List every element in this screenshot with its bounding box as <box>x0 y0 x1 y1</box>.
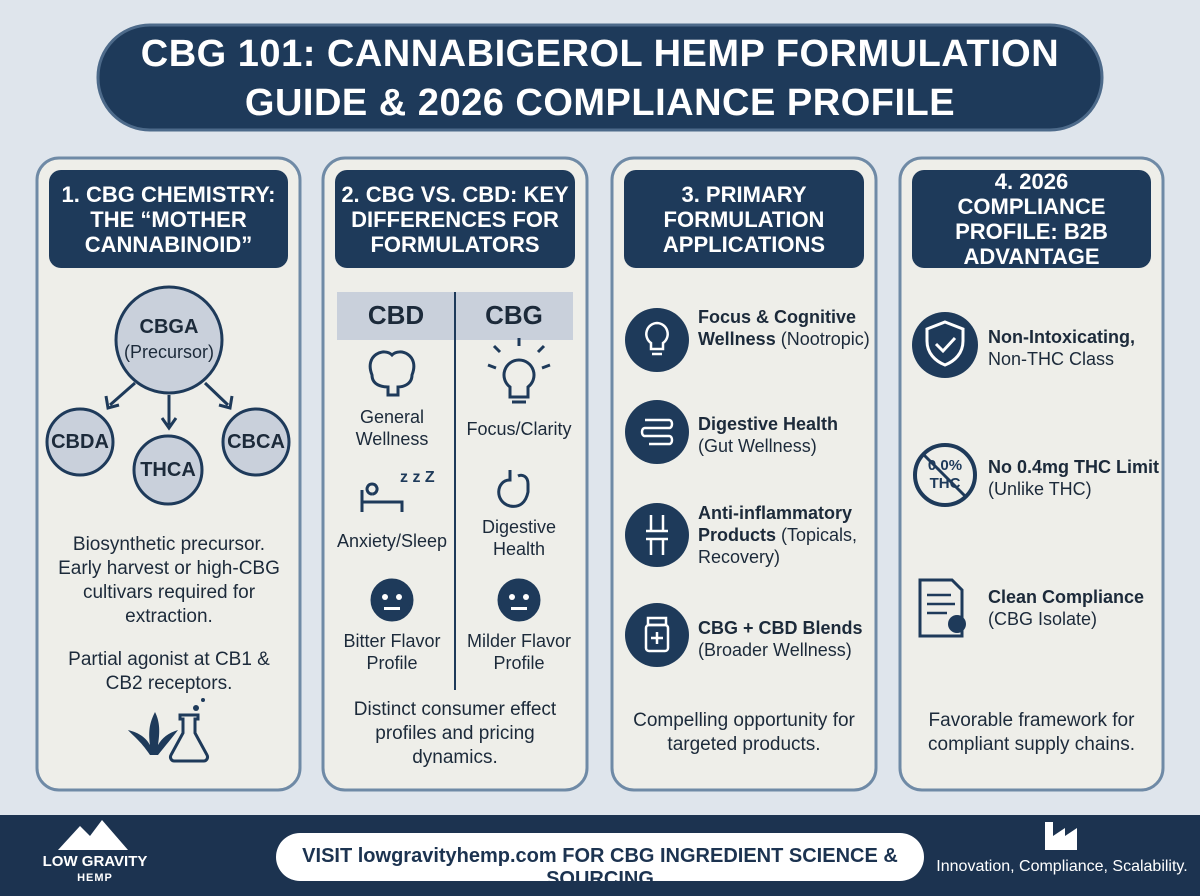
cell: Focus/Clarity <box>466 419 572 439</box>
item-title: Focus & Cognitive Wellness <box>698 307 857 349</box>
table-icons <box>360 338 551 622</box>
application-icons <box>625 308 689 667</box>
panel-heading: 1. CBG CHEMISTRY: THE “MOTHER CANNABINOI… <box>61 181 276 257</box>
leaf-flask-icon <box>128 698 210 763</box>
panel-heading: 4. 2026 COMPLIANCE PROFILE: B2B ADVANTAG… <box>955 169 1108 269</box>
item-title: Digestive Health <box>698 414 839 434</box>
tagline: Innovation, Compliance, Scalability. <box>936 858 1188 875</box>
face-details <box>382 594 529 610</box>
item-detail: Non-THC Class <box>988 349 1115 369</box>
logo-sub: HEMP <box>77 872 113 884</box>
node-label: CBCA <box>227 431 285 453</box>
cell: Digestive Health <box>481 517 557 559</box>
item-detail: (Broader Wellness) <box>698 640 852 660</box>
application-item: Focus & Cognitive Wellness (Nootropic) <box>698 306 873 350</box>
logo-mountains <box>58 820 128 850</box>
thc-badge: 0.0% THC <box>915 457 975 493</box>
item-detail: (Gut Wellness) <box>698 436 817 456</box>
item-detail: (Nootropic) <box>780 329 870 349</box>
application-item: Digestive Health (Gut Wellness) <box>698 413 873 457</box>
application-item: CBG + CBD Blends (Broader Wellness) <box>698 617 873 661</box>
panel-footer: Compelling opportunity for targeted prod… <box>633 710 855 755</box>
cta-text: VISIT lowgravityhemp.com FOR CBG INGREDI… <box>302 845 898 890</box>
item-title: CBG + CBD Blends <box>698 618 863 638</box>
item-detail: (Unlike THC) <box>988 479 1092 499</box>
badge-line: 0.0% <box>927 457 963 474</box>
cell: Bitter Flavor Profile <box>343 631 441 673</box>
cannabinoid-tree <box>45 285 291 506</box>
item-title: Anti-inflammatory Products <box>698 503 853 545</box>
item-title: Clean Compliance <box>988 587 1145 607</box>
panel-heading: 3. PRIMARY FORMULATION APPLICATIONS <box>662 181 826 257</box>
panel-footer: Favorable framework for compliant supply… <box>928 710 1135 755</box>
panel-footer: Distinct consumer effect profiles and pr… <box>353 699 557 768</box>
application-icon-glyphs <box>640 321 674 653</box>
item-title: Non-Intoxicating, <box>988 327 1135 347</box>
column-header: CBD <box>367 300 425 330</box>
compliance-item: Non-Intoxicating, Non-THC Class <box>988 326 1163 370</box>
application-item: Anti-inflammatory Products (Topicals, Re… <box>698 502 873 568</box>
title-line: GUIDE & 2026 COMPLIANCE PROFILE <box>244 82 956 124</box>
panel-heading: 2. CBG VS. CBD: KEY DIFFERENCES FOR FORM… <box>341 181 569 257</box>
badge-line: THC <box>929 475 961 492</box>
item-detail: (Topicals, Recovery) <box>698 525 858 567</box>
column-header: CBG <box>485 300 543 330</box>
compliance-icons <box>912 312 978 638</box>
item-title: No 0.4mg THC Limit <box>988 457 1160 477</box>
title-line: CBG 101: CANNABIGEROL HEMP FORMULATION <box>140 33 1060 75</box>
logo-name: LOW GRAVITY <box>42 853 148 870</box>
title-pill <box>96 23 1104 132</box>
cta-pill <box>276 833 924 881</box>
compliance-item: No 0.4mg THC Limit (Unlike THC) <box>988 456 1163 500</box>
item-detail: (CBG Isolate) <box>988 609 1098 629</box>
sleep-z: z z Z <box>400 469 435 486</box>
node-label: CBDA <box>51 431 109 453</box>
node-note: (Precursor) <box>123 342 214 362</box>
panel-note: Biosynthetic precursor. Early harvest or… <box>58 534 280 627</box>
cell: General Wellness <box>355 407 429 449</box>
node-label: THCA <box>140 459 196 481</box>
panel-note: Partial agonist at CB1 & CB2 receptors. <box>68 649 270 694</box>
node-label: CBGA <box>139 316 199 338</box>
cell: Anxiety/Sleep <box>336 531 448 551</box>
cell: Milder Flavor Profile <box>466 631 572 673</box>
panel-headers <box>49 170 1151 268</box>
compliance-item: Clean Compliance (CBG Isolate) <box>988 586 1163 630</box>
factory-icon <box>1045 822 1077 850</box>
